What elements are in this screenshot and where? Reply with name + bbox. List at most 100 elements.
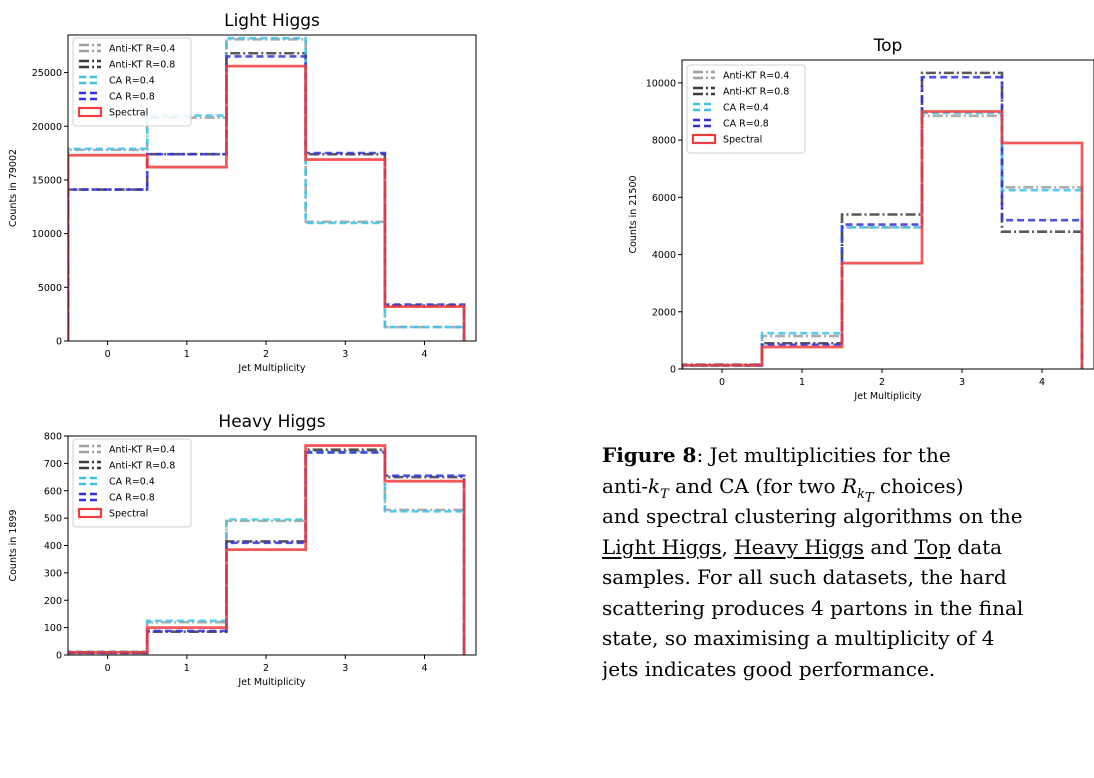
chart-heavy-higgs: Heavy Higgs 0 100 200 300 400 500 600 700 800 0 1 2 3… (8, 412, 477, 688)
y-tick-label: 25000 (32, 68, 62, 79)
caption-k-sub: T (660, 486, 669, 502)
y-axis-label: Counts in 79002 (8, 149, 19, 227)
legend-swatch-ca-r-0-8 (693, 118, 715, 128)
legend-swatch-ca-r-0-4 (79, 476, 101, 486)
legend-label-ca-r-0-8: CA R=0.8 (109, 92, 155, 103)
y-tick-label: 5000 (38, 283, 62, 294)
caption-r: R (841, 473, 858, 498)
legend-swatch-anti-kt-r-0-8 (693, 86, 715, 96)
y-tick-label: 0 (670, 365, 676, 376)
caption-line3: and spectral clustering algorithms on th… (602, 504, 1023, 528)
caption-line2: and CA (for two (668, 473, 842, 498)
caption-figure-label: Figure 8 (602, 443, 697, 467)
x-tick-label: 2 (263, 349, 269, 360)
x-tick-label: 1 (799, 377, 805, 388)
y-tick-label: 0 (56, 337, 62, 348)
legend-swatch-ca-r-0-8 (79, 91, 101, 101)
legend-label-ca-r-0-4: CA R=0.4 (109, 477, 155, 488)
caption-line5: samples. For all such datasets, the hard (602, 565, 1007, 589)
series-line-spectral (682, 110, 1084, 369)
legend-box (72, 438, 192, 528)
series-line-ca-r-0-8 (68, 55, 466, 341)
caption-r-subsub: T (864, 490, 874, 506)
chart-title: Heavy Higgs (218, 412, 325, 432)
y-tick-label: 300 (44, 568, 62, 579)
caption-line1: : Jet multiplicities for the (696, 443, 951, 467)
axes-frame (67, 34, 477, 342)
series-line-spectral (68, 444, 466, 655)
x-tick-label: 1 (184, 349, 190, 360)
x-tick-label: 0 (105, 663, 111, 674)
caption-sample-heavy-higgs: Heavy Higgs (734, 534, 865, 559)
legend-swatch-anti-kt-r-0-8 (79, 59, 101, 69)
caption-sample-light-higgs: Light Higgs (602, 534, 722, 559)
x-tick-label: 4 (421, 663, 427, 674)
x-axis-label: Jet Multiplicity (237, 677, 306, 688)
legend-swatch-ca-r-0-4 (79, 75, 101, 85)
y-tick-label: 2000 (652, 307, 676, 318)
y-tick-label: 0 (56, 651, 62, 662)
x-tick-label: 0 (719, 377, 725, 388)
caption-r-sub: k (857, 486, 865, 502)
caption-sep2: and (864, 534, 915, 559)
x-tick-label: 3 (342, 663, 348, 674)
chart-title: Top (873, 36, 903, 56)
axes-frame (681, 59, 1094, 370)
legend-box (72, 37, 192, 127)
legend-swatch-anti-kt-r-0-4 (79, 444, 101, 454)
legend-label-ca-r-0-4: CA R=0.4 (109, 76, 155, 87)
y-tick-label: 20000 (32, 122, 62, 133)
caption-sep1: , (721, 534, 735, 559)
chart-title: Light Higgs (224, 11, 320, 31)
x-axis-label: Jet Multiplicity (237, 363, 306, 374)
x-tick-label: 2 (879, 377, 885, 388)
caption-line7: state, so maximising a multiplicity of 4 (602, 626, 995, 650)
y-tick-label: 500 (44, 514, 62, 525)
legend-label-ca-r-0-4: CA R=0.4 (723, 103, 769, 114)
legend-label-anti-kt-r-0-8: Anti-KT R=0.8 (109, 461, 175, 472)
series-line-ca-r-0-4 (68, 36, 466, 341)
legend-swatch-spectral (77, 106, 103, 118)
legend-swatch-spectral (691, 133, 717, 145)
legend-swatch-anti-kt-r-0-4 (693, 70, 715, 80)
y-tick-label: 800 (44, 432, 62, 443)
y-tick-label: 10000 (646, 78, 676, 89)
legend-box (686, 64, 806, 154)
y-tick-label: 8000 (652, 136, 676, 147)
caption-data: data (951, 534, 1003, 559)
y-axis-label: Counts in 21500 (628, 175, 639, 253)
y-tick-label: 6000 (652, 193, 676, 204)
figure-caption: Figure 8: Jet multiplicities for the ant… (602, 440, 1094, 684)
x-tick-label: 3 (342, 349, 348, 360)
y-tick-label: 15000 (32, 175, 62, 186)
legend-swatch-anti-kt-r-0-4 (79, 43, 101, 53)
x-axis-label: Jet Multiplicity (853, 391, 922, 402)
x-tick-label: 0 (105, 349, 111, 360)
y-tick-label: 600 (44, 486, 62, 497)
legend-label-anti-kt-r-0-4: Anti-KT R=0.4 (723, 71, 789, 82)
y-axis-label: Counts in 1899 (8, 509, 19, 581)
legend-label-spectral: Spectral (109, 108, 148, 119)
caption-choices: choices) (873, 473, 964, 498)
x-tick-label: 4 (421, 349, 427, 360)
y-tick-label: 10000 (32, 229, 62, 240)
y-tick-label: 200 (44, 596, 62, 607)
legend-swatch-ca-r-0-4 (693, 102, 715, 112)
chart-light-higgs: Light Higgs 0 5000 10000 15000 20000 25000 0 1 2 3… (8, 11, 477, 374)
caption-line6: scattering produces 4 partons in the fin… (602, 595, 1024, 620)
legend-label-spectral: Spectral (109, 509, 148, 520)
legend-swatch-ca-r-0-8 (79, 492, 101, 502)
caption-k: k (648, 473, 661, 498)
legend-swatch-spectral (77, 507, 103, 519)
x-tick-label: 3 (959, 377, 965, 388)
chart-top: Top 0 2000 4000 6000 8000 10000 0 1 2 3 4 Jet Multip… (628, 36, 1094, 402)
legend-label-anti-kt-r-0-4: Anti-KT R=0.4 (109, 44, 175, 55)
legend-label-ca-r-0-8: CA R=0.8 (109, 493, 155, 504)
series-line-anti-kt-r-0-4 (682, 114, 1084, 369)
legend-label-anti-kt-r-0-4: Anti-KT R=0.4 (109, 445, 175, 456)
legend-label-spectral: Spectral (723, 135, 762, 146)
y-tick-label: 4000 (652, 250, 676, 261)
legend-label-anti-kt-r-0-8: Anti-KT R=0.8 (109, 60, 175, 71)
x-tick-label: 2 (263, 663, 269, 674)
caption-anti: anti- (602, 473, 648, 498)
